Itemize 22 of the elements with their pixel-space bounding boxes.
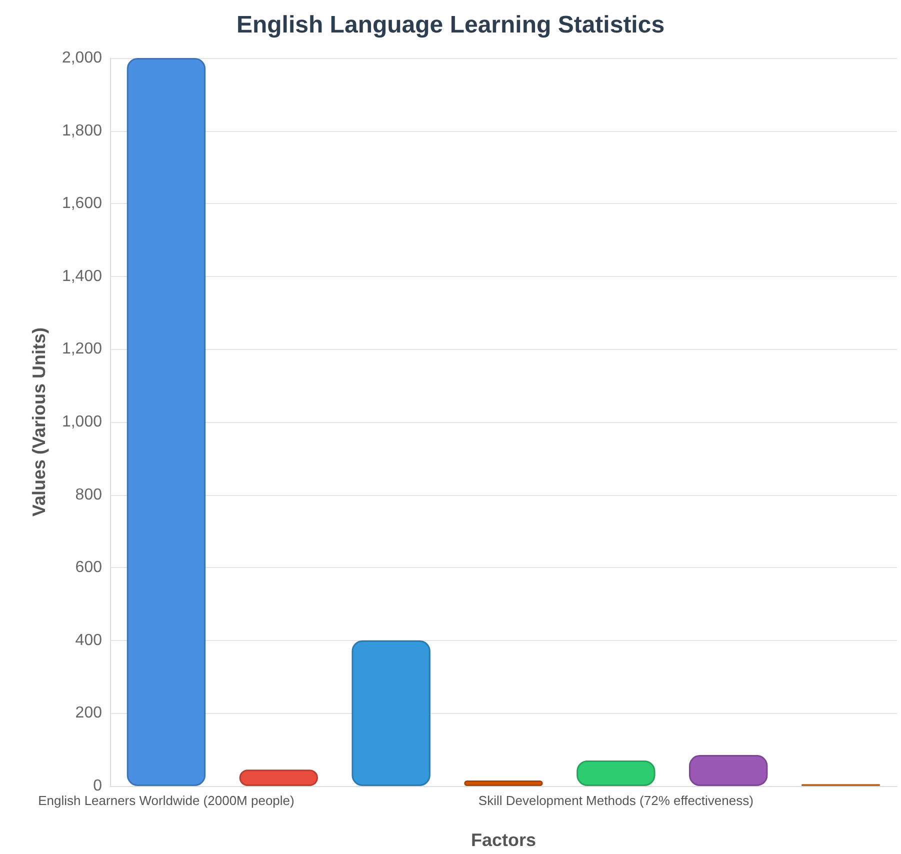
y-tick-label: 1,000 bbox=[62, 414, 102, 430]
bar bbox=[689, 755, 768, 786]
y-tick-label: 800 bbox=[75, 486, 102, 504]
x-tick-label: Skill Development Methods (72% effectiveness) bbox=[478, 793, 754, 808]
bar bbox=[576, 760, 656, 786]
x-tick-label: English Learners Worldwide (2000M people) bbox=[38, 793, 294, 808]
chart-title: English Language Learning Statistics bbox=[236, 12, 665, 38]
y-tick-label: 600 bbox=[75, 559, 102, 576]
y-tick-label: 400 bbox=[75, 632, 102, 649]
y-tick-label: 1,800 bbox=[62, 122, 102, 140]
y-tick-label: 200 bbox=[75, 704, 102, 722]
bar bbox=[464, 780, 543, 786]
y-tick-label: 1,600 bbox=[62, 195, 102, 212]
x-axis-title: Factors bbox=[470, 830, 536, 850]
y-tick-label: 1,200 bbox=[62, 340, 102, 358]
y-axis-title: Values (Various Units) bbox=[29, 327, 49, 517]
bar bbox=[239, 770, 318, 786]
y-tick-label: 1,400 bbox=[62, 268, 102, 285]
y-tick-label: 2,000 bbox=[62, 50, 102, 66]
bar bbox=[352, 640, 430, 786]
y-tick-label: 0 bbox=[93, 778, 102, 794]
bar bbox=[126, 58, 206, 786]
